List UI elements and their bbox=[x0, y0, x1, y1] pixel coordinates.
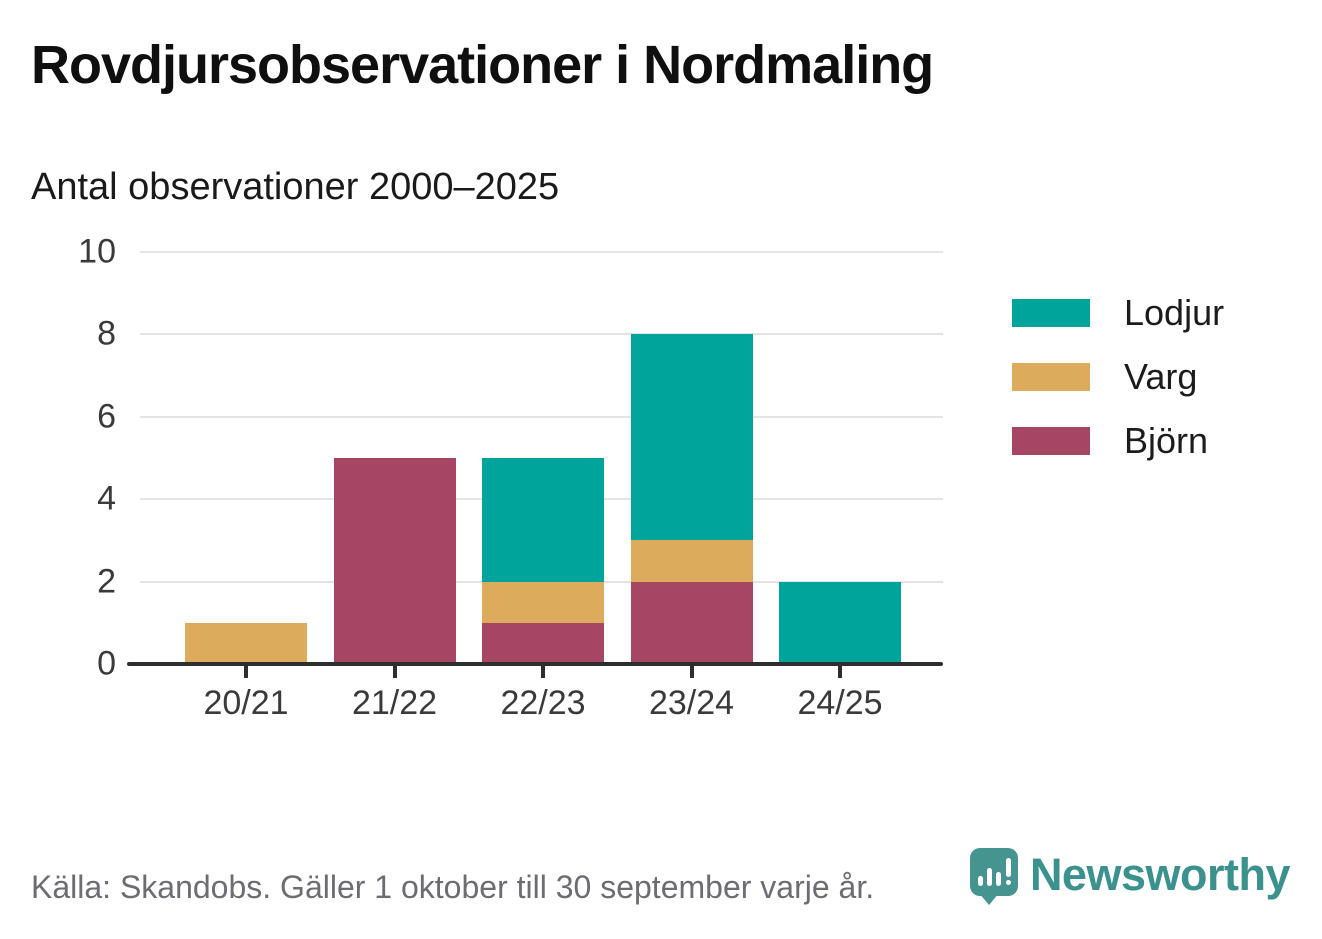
gridline bbox=[140, 415, 943, 418]
x-tick-label: 20/21 bbox=[203, 684, 289, 722]
bar-segment-23-24-lodjur bbox=[630, 334, 753, 541]
bar-segment-24-25-lodjur bbox=[779, 581, 901, 664]
legend-label: Björn bbox=[1124, 420, 1209, 461]
y-tick-label: 8 bbox=[97, 314, 116, 353]
legend-item-björn: Björn bbox=[1012, 423, 1224, 459]
gridline bbox=[140, 333, 943, 336]
chart-subtitle: Antal observationer 2000–2025 bbox=[31, 166, 560, 208]
legend: Lodjur Varg Björn bbox=[1012, 295, 1224, 487]
y-tick-label: 0 bbox=[97, 644, 116, 683]
y-tick-label: 10 bbox=[78, 232, 116, 271]
exclamation-icon bbox=[1006, 858, 1012, 885]
x-tick bbox=[689, 666, 694, 678]
bar-segment-22-23-björn bbox=[482, 622, 604, 664]
x-axis-line bbox=[127, 662, 943, 666]
newsworthy-wordmark: Newsworthy bbox=[1029, 849, 1291, 900]
bar-segment-22-23-varg bbox=[482, 581, 604, 623]
bar-segment-21-22-björn bbox=[333, 458, 456, 664]
plot-area: 20/21 21/22 22/23 23/24 24/25 bbox=[127, 251, 943, 722]
legend-label: Varg bbox=[1124, 356, 1198, 397]
x-tick-label: 21/22 bbox=[351, 684, 438, 722]
y-tick-label: 4 bbox=[97, 479, 116, 518]
newsworthy-bubble-icon bbox=[969, 848, 1018, 905]
gridline bbox=[140, 251, 943, 253]
legend-label: Lodjur bbox=[1124, 292, 1225, 333]
bar-segment-23-24-varg bbox=[630, 540, 753, 582]
legend-item-lodjur: Lodjur bbox=[1012, 295, 1224, 331]
bar-segment-20-21-varg bbox=[185, 622, 307, 664]
y-axis-labels: 0 2 4 6 8 10 bbox=[0, 233, 116, 683]
x-tick bbox=[838, 666, 842, 678]
x-tick bbox=[244, 666, 248, 678]
bar-segment-22-23-lodjur bbox=[482, 458, 604, 582]
x-tick-label: 24/25 bbox=[797, 684, 883, 722]
source-note: Källa: Skandobs. Gäller 1 oktober till 3… bbox=[31, 869, 875, 905]
newsworthy-logo: Newsworthy bbox=[969, 845, 1291, 905]
legend-item-varg: Varg bbox=[1012, 359, 1224, 395]
bar-chart-icon bbox=[970, 848, 1018, 896]
chart-title: Rovdjursobservationer i Nordmaling bbox=[31, 35, 934, 95]
x-tick-label: 23/24 bbox=[648, 684, 735, 722]
x-tick-label: 22/23 bbox=[500, 684, 586, 722]
x-tick bbox=[392, 666, 397, 678]
legend-swatch-björn bbox=[1012, 427, 1090, 455]
y-tick-label: 6 bbox=[97, 397, 116, 436]
legend-swatch-varg bbox=[1012, 363, 1090, 391]
x-tick bbox=[541, 666, 545, 678]
bar-segment-23-24-björn bbox=[630, 581, 753, 664]
legend-swatch-lodjur bbox=[1012, 299, 1090, 327]
y-tick-label: 2 bbox=[97, 562, 116, 601]
